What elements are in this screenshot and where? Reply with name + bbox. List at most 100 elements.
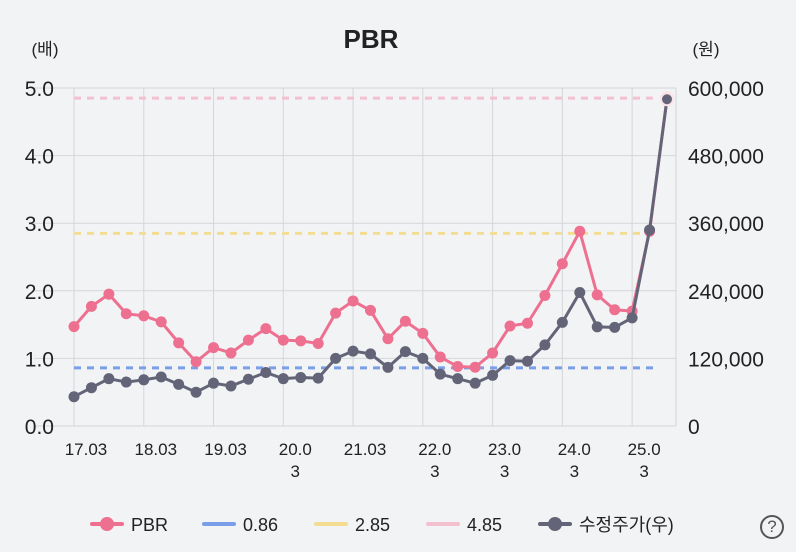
legend-label: 4.85: [467, 515, 502, 535]
adjusted-price-point: [68, 391, 80, 403]
left-y-tick-label: 4.0: [25, 146, 54, 169]
pbr-point: [347, 295, 359, 307]
adjusted-price-point: [626, 312, 638, 324]
pbr-point: [434, 351, 446, 363]
legend: PBR 0.86 2.85 4.85 수정주가(우): [90, 515, 674, 535]
pbr-point: [103, 288, 115, 300]
pbr-point: [277, 334, 289, 346]
help-icon[interactable]: ?: [760, 515, 784, 539]
legend-label: PBR: [131, 515, 168, 535]
pbr-point: [487, 347, 499, 359]
left-axis-unit: (배): [32, 40, 59, 59]
pbr-point: [208, 342, 220, 354]
adjusted-price-point: [365, 348, 376, 360]
adjusted-price-point: [556, 316, 568, 328]
legend-item-2-85: 2.85: [314, 515, 390, 535]
pbr-point: [190, 356, 202, 368]
left-y-tick-label: 2.0: [25, 281, 54, 304]
adjusted-price-point: [103, 373, 115, 385]
legend-item-pbr: PBR: [90, 515, 168, 535]
x-tick-label: 17.03: [65, 440, 108, 459]
adjusted-price-point: [434, 368, 446, 380]
adjusted-price-point: [190, 386, 202, 398]
adjusted-price-point: [469, 377, 481, 389]
pbr-point: [312, 338, 324, 350]
adjusted-price-point: [260, 366, 272, 378]
adjusted-price-point: [173, 378, 185, 390]
pbr-point: [504, 320, 516, 332]
adjusted-price-point: [347, 345, 359, 357]
adjusted-price-point: [609, 321, 621, 333]
legend-label: 0.86: [243, 515, 278, 535]
pbr-point: [155, 316, 167, 328]
pbr-point: [609, 304, 621, 316]
x-tick-label: 25.0: [628, 440, 661, 459]
legend-label: 수정주가(우): [579, 515, 674, 535]
x-tick-label: 3: [570, 462, 579, 481]
x-tick-label: 23.0: [488, 440, 521, 459]
left-y-tick-label: 1.0: [25, 348, 54, 371]
adjusted-price-point: [521, 355, 533, 367]
pbr-point: [574, 225, 586, 237]
axis-labels: 0.0 0 1.0 120,000 2.0 240,000 3.0 360,000 4.0 480…: [25, 78, 764, 481]
grid: [34, 87, 677, 427]
x-tick-label: 3: [430, 462, 439, 481]
plot-area: [68, 91, 674, 403]
legend-label: 2.85: [355, 515, 390, 535]
right-y-tick-label: 600,000: [688, 78, 764, 101]
left-y-tick-label: 5.0: [25, 78, 54, 101]
x-tick-label: 18.03: [134, 440, 177, 459]
adjusted-price-point: [504, 355, 516, 367]
adjusted-price-point: [225, 380, 237, 392]
legend-marker: [100, 517, 114, 531]
x-tick-label: 24.0: [558, 440, 591, 459]
left-y-tick-label: 0.0: [25, 416, 54, 439]
pbr-point: [68, 321, 80, 333]
pbr-point: [417, 327, 429, 339]
pbr-point: [365, 304, 376, 316]
right-axis-unit: (원): [693, 40, 720, 59]
right-y-tick-label: 0: [688, 416, 700, 439]
adjusted-price-point: [417, 352, 429, 364]
pbr-point: [242, 334, 254, 346]
adjusted-price-point: [155, 371, 167, 383]
legend-item-adjusted-price: 수정주가(우): [538, 515, 674, 535]
pbr-point: [521, 317, 533, 329]
pbr-point: [382, 333, 394, 345]
pbr-point: [330, 307, 342, 319]
right-y-tick-label: 120,000: [688, 348, 764, 371]
pbr-point: [539, 290, 551, 302]
pbr-point: [225, 347, 237, 359]
adjusted-price-point: [487, 369, 499, 381]
pbr-point: [138, 310, 150, 322]
x-tick-label: 3: [639, 462, 648, 481]
legend-marker: [548, 517, 562, 531]
legend-item-4-85: 4.85: [426, 515, 502, 535]
adjusted-price-point: [295, 372, 307, 384]
adjusted-price-point: [660, 92, 674, 107]
adjusted-price-point: [208, 377, 220, 389]
pbr-point: [556, 258, 568, 270]
pbr-point: [260, 323, 272, 335]
pbr-point: [120, 308, 132, 320]
right-y-tick-label: 240,000: [688, 281, 764, 304]
x-tick-label: 3: [291, 462, 300, 481]
adjusted-price-point: [138, 374, 150, 386]
left-y-tick-label: 3.0: [25, 213, 54, 236]
x-tick-label: 3: [500, 462, 509, 481]
pbr-point: [452, 361, 464, 373]
adjusted-price-point: [330, 352, 342, 364]
right-y-tick-label: 480,000: [688, 146, 764, 169]
x-tick-label: 22.0: [418, 440, 451, 459]
right-y-tick-label: 360,000: [688, 213, 764, 236]
pbr-point: [591, 289, 603, 301]
adjusted-price-point: [85, 382, 97, 394]
adjusted-price-point: [242, 373, 254, 385]
adjusted-price-point: [452, 373, 464, 385]
pbr-point: [295, 335, 307, 347]
adjusted-price-point: [644, 224, 656, 236]
x-tick-label: 20.0: [279, 440, 312, 459]
pbr-point: [469, 361, 481, 373]
x-tick-label: 21.03: [344, 440, 387, 459]
